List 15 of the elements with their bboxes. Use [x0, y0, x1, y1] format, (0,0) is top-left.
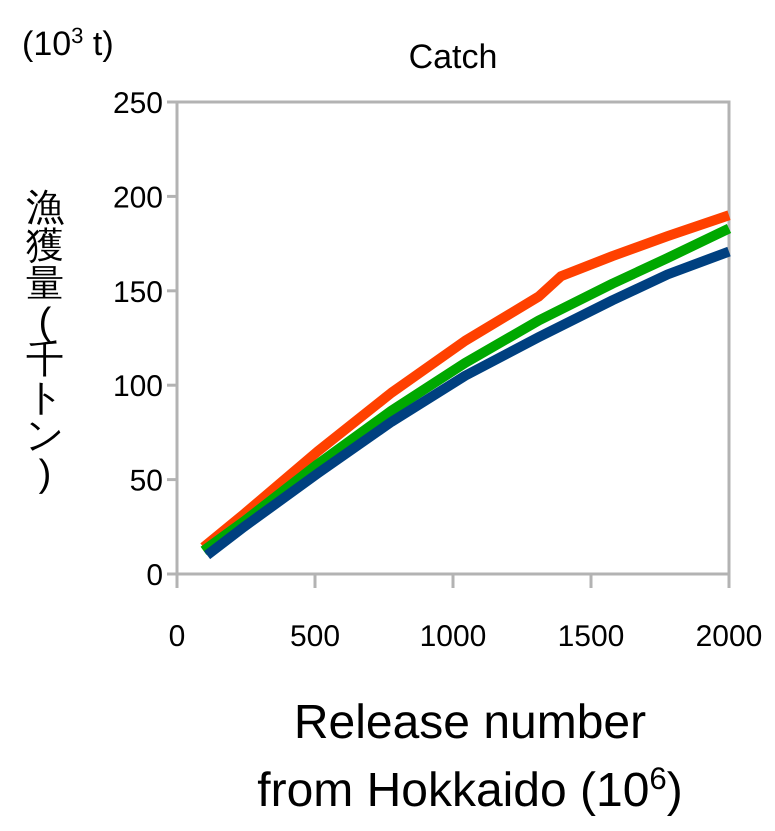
x-tick-label: 500	[290, 620, 340, 653]
chart-title: Catch	[408, 38, 498, 76]
x-tick-label: 1000	[420, 620, 486, 653]
y-tick-label: 250	[112, 87, 163, 120]
y-tick-label: 150	[112, 276, 163, 309]
x-axis-title: Release number from Hokkaido (10$^{6}$)	[257, 696, 683, 817]
text: (10$^{3}$ t)	[22, 22, 114, 63]
y-tick-label: 0	[146, 559, 163, 592]
x-tick-label: 1500	[558, 620, 624, 653]
y-tick-label: 100	[112, 370, 163, 404]
x-tick-label: 0	[168, 620, 186, 653]
y-tick-label: 50	[130, 464, 163, 498]
x-tick-label: 2000	[696, 620, 762, 653]
y-tick-label: 200	[112, 181, 163, 214]
y-axis-title: 漁獲量(千トン)	[26, 187, 64, 495]
